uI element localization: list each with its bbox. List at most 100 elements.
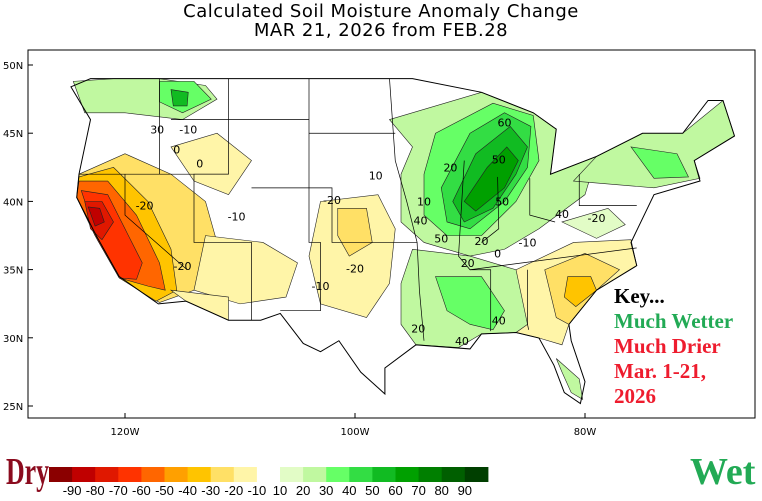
lon-label: 120W [111, 427, 140, 438]
colorbar-tick-label: -90 [62, 483, 82, 498]
colorbar-swatch [395, 467, 420, 482]
contour-label: 20 [461, 257, 475, 270]
colorbar [49, 467, 489, 482]
colorbar-swatch [49, 467, 73, 482]
anomaly-region [435, 276, 505, 331]
anomaly-region [87, 206, 105, 227]
key-much-wetter: Much Wetter [614, 309, 734, 333]
colorbar-swatch [349, 467, 373, 482]
colorbar-tick-label: 60 [388, 483, 403, 498]
colorbar-tick-label: 90 [457, 483, 473, 498]
state-border [389, 78, 425, 341]
contour-label: 20 [411, 323, 425, 336]
colorbar-swatch [256, 467, 281, 482]
colorbar-dry-label: Dry [6, 451, 50, 493]
key-much-drier: Much Drier [614, 334, 721, 358]
axis-ticks: 50N 45N 40N 35N 30N 25N 120W 100W 80W [3, 61, 596, 438]
key-period: Mar. 1-21, [614, 359, 706, 383]
contour-label: -20 [588, 212, 606, 225]
map-title: Calculated Soil Moisture Anomaly Change [183, 1, 579, 22]
colorbar-swatch [187, 467, 212, 482]
state-border [469, 247, 637, 271]
colorbar-swatch [280, 467, 304, 482]
anomaly-region [555, 358, 584, 401]
colorbar-swatch [210, 467, 235, 482]
colorbar-tick-label: -80 [85, 483, 105, 498]
colorbar-swatch [164, 467, 189, 482]
lat-label: 30N [3, 334, 23, 345]
colorbar-tick-label: 10 [272, 483, 288, 498]
colorbar-swatch [95, 467, 119, 482]
contour-label: -20 [323, 194, 341, 207]
lat-label: 50N [3, 61, 23, 72]
anomaly-region [170, 89, 189, 107]
state-border [124, 174, 188, 271]
contour-labels: 30 -10 0 0 -20 -10 -20 -20 -10 -20 10 20 10 40 60 50 50 4… [136, 116, 606, 347]
colorbar-tick-label: -30 [201, 483, 221, 498]
colorbar-tick-label: 30 [318, 483, 334, 498]
state-border [529, 178, 556, 223]
contour-label: 50 [434, 232, 448, 245]
colorbar-swatch [464, 467, 489, 482]
key-year: 2026 [614, 384, 656, 408]
map-frame [27, 49, 756, 419]
contour-label: 40 [492, 314, 506, 327]
contour-label: -20 [346, 262, 364, 275]
anomaly-region [561, 207, 626, 239]
anomaly-region [630, 146, 689, 179]
us-outline [70, 78, 736, 405]
contour-label: 50 [495, 196, 509, 209]
anomaly-region [337, 208, 373, 257]
colorbar-tick-label: -20 [224, 483, 244, 498]
lat-label: 25N [3, 402, 23, 413]
lat-label: 45N [3, 129, 23, 140]
contour-label: 10 [417, 196, 431, 209]
anomaly-region [170, 132, 252, 196]
contour-label: 30 [150, 123, 164, 136]
colorbar-tick-label: -50 [155, 483, 174, 498]
colorbar-swatch [418, 467, 443, 482]
anomaly-region [308, 194, 396, 318]
colorbar-swatch [233, 467, 258, 482]
colorbar-swatch [72, 467, 96, 482]
colorbar-swatch [441, 467, 466, 482]
anomaly-region [463, 146, 519, 212]
contour-label: 50 [492, 153, 506, 166]
state-border [527, 269, 529, 330]
anomaly-region [563, 276, 597, 307]
colorbar-swatch [326, 467, 350, 482]
contour-label: 0 [173, 144, 180, 157]
contour-label: 40 [455, 335, 469, 348]
lat-label: 35N [3, 266, 23, 277]
state-border [251, 187, 418, 243]
state-border [578, 174, 637, 206]
state-border [193, 78, 252, 321]
key-heading: Key... [614, 284, 665, 308]
contour-label: 10 [369, 170, 383, 183]
colorbar-tick-label: -70 [108, 483, 128, 498]
contour-label: 0 [494, 247, 501, 260]
colorbar-tick-label: -10 [247, 483, 267, 498]
contour-label: -20 [174, 260, 192, 273]
colorbar-tick-label: -40 [178, 483, 197, 498]
contour-label: -10 [179, 123, 197, 136]
lat-label: 40N [3, 197, 23, 208]
colorbar-swatch [118, 467, 142, 482]
contour-label: 40 [414, 215, 428, 228]
colorbar-tick-label: 80 [434, 483, 449, 498]
lon-label: 80W [574, 427, 597, 438]
colorbar-tick-label: 20 [295, 483, 311, 498]
colorbar-tick-label: 50 [365, 483, 380, 498]
map-subtitle: MAR 21, 2026 from FEB.28 [253, 20, 509, 41]
contour-label: -10 [228, 211, 246, 224]
us-border [70, 78, 736, 405]
contour-label: 0 [196, 157, 203, 170]
state-border [481, 176, 500, 243]
contour-label: 20 [475, 235, 489, 248]
colorbar-tick-label: 70 [411, 483, 426, 498]
colorbar-swatch [141, 467, 165, 482]
colorbar-swatch [372, 467, 396, 482]
colorbar-tick-label: -60 [131, 483, 151, 498]
contour-label: 40 [555, 208, 569, 221]
